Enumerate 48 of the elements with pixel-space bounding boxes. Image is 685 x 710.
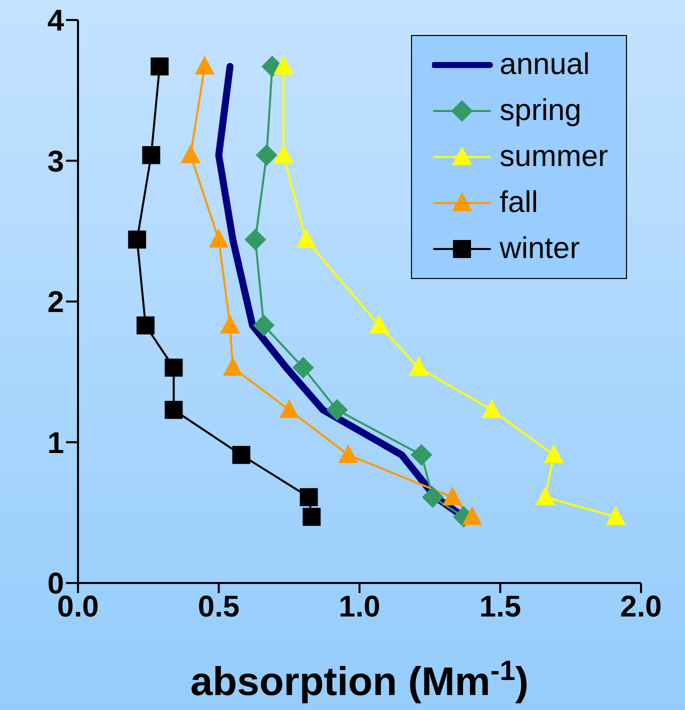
- point: [408, 356, 429, 376]
- point: [535, 486, 556, 506]
- point: [142, 146, 160, 164]
- x-tick-label: 1.0: [338, 590, 380, 624]
- point: [220, 314, 240, 334]
- point: [369, 314, 390, 334]
- y-tick-label: 1: [47, 426, 64, 460]
- legend-label: summer: [500, 139, 608, 175]
- x-tick-label: 2.0: [620, 590, 662, 624]
- point: [326, 399, 348, 421]
- point: [606, 506, 626, 525]
- point: [164, 358, 183, 377]
- legend-label: spring: [500, 93, 582, 129]
- point: [302, 508, 321, 526]
- x-tick-label: 1.5: [479, 590, 522, 624]
- point: [164, 400, 183, 419]
- point: [296, 228, 316, 248]
- y-tick-label: 2: [47, 286, 64, 320]
- point: [150, 57, 169, 76]
- y-tick-label: 3: [47, 145, 64, 178]
- point: [292, 356, 314, 378]
- legend-label: winter: [500, 231, 580, 267]
- point: [274, 144, 294, 164]
- point: [232, 446, 250, 464]
- y-tick-label: 4: [47, 4, 64, 38]
- point: [208, 228, 229, 248]
- x-axis-title: absorption (Mm$^{-1}$): [190, 654, 529, 704]
- point: [422, 486, 444, 508]
- point: [222, 356, 243, 376]
- x-tick-label: 0.5: [198, 590, 240, 624]
- point: [136, 316, 155, 334]
- point: [274, 56, 294, 75]
- legend-label: annual: [500, 47, 590, 83]
- point: [300, 488, 318, 506]
- point: [244, 228, 266, 250]
- point: [410, 444, 432, 466]
- point: [442, 486, 462, 506]
- point: [462, 506, 482, 525]
- point: [128, 230, 146, 249]
- point: [252, 314, 275, 336]
- point: [338, 444, 358, 464]
- point: [544, 444, 564, 464]
- point: [279, 399, 300, 418]
- point: [180, 144, 200, 164]
- legend-label: fall: [500, 185, 538, 221]
- point: [256, 144, 278, 166]
- point: [482, 399, 502, 418]
- point: [194, 56, 215, 75]
